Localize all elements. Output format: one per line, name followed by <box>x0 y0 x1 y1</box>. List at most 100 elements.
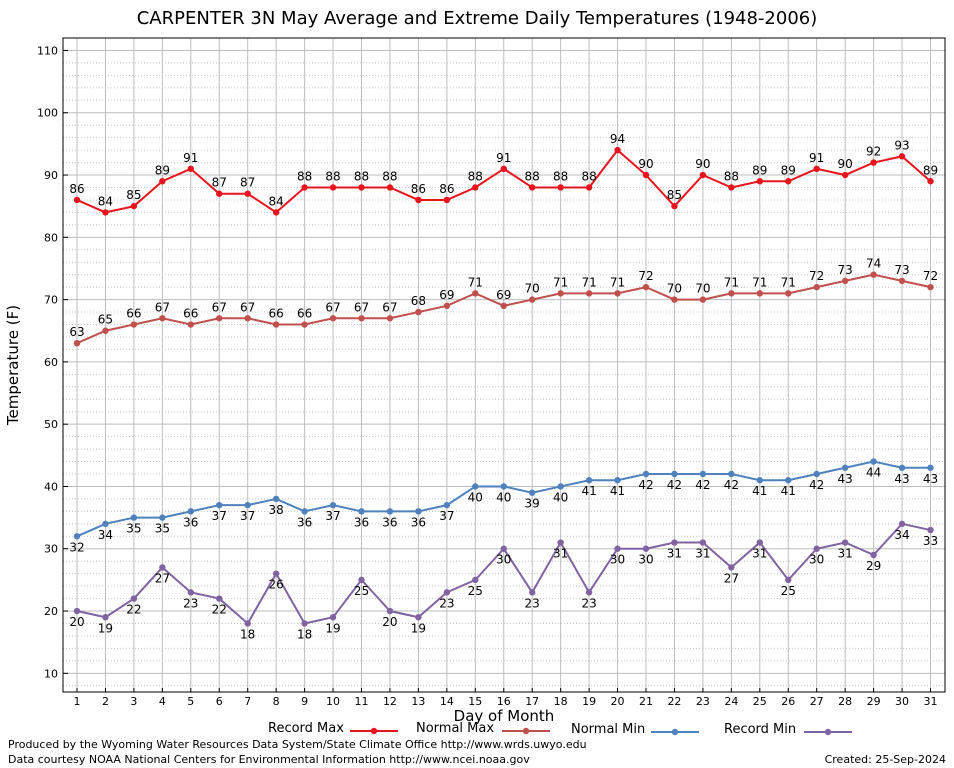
x-tick-label: 27 <box>810 695 824 708</box>
x-tick-label: 19 <box>582 695 596 708</box>
normal-min-point <box>159 514 166 521</box>
normal-min-data-label: 38 <box>269 503 284 517</box>
record-max-point <box>614 146 621 154</box>
record-min-data-label: 31 <box>838 547 853 561</box>
legend-swatch-normal-max <box>502 727 550 735</box>
record-max-data-label: 88 <box>325 169 340 183</box>
normal-min-point <box>841 464 849 471</box>
chart-title: CARPENTER 3N May Average and Extreme Dai… <box>136 8 818 29</box>
y-tick-label: 20 <box>44 605 58 618</box>
normal-min-data-label: 37 <box>212 509 227 523</box>
record-min-data-label: 33 <box>923 534 938 548</box>
record-max-point <box>443 196 451 204</box>
record-min-point <box>130 595 138 602</box>
legend-label-normal-min: Normal Min <box>571 722 646 737</box>
x-tick-label: 29 <box>867 695 881 708</box>
normal-max-point <box>272 321 280 328</box>
record-min-data-label: 19 <box>411 621 426 635</box>
record-max-point <box>557 184 564 191</box>
normal-max-data-label: 66 <box>269 307 284 321</box>
y-tick-label: 50 <box>44 418 58 431</box>
record-max-data-label: 88 <box>553 169 568 183</box>
normal-max-data-label: 71 <box>752 275 767 289</box>
normal-max-data-label: 72 <box>638 269 653 283</box>
normal-max-data-label: 70 <box>667 282 682 296</box>
y-tick-label: 90 <box>44 169 58 182</box>
x-tick-label: 16 <box>497 695 511 708</box>
normal-max-data-label: 74 <box>866 257 881 271</box>
normal-min-point <box>272 495 280 503</box>
record-max-data-label: 88 <box>354 169 369 183</box>
record-max-data-label: 93 <box>894 138 909 152</box>
normal-min-data-label: 42 <box>667 478 682 492</box>
y-tick-label: 30 <box>44 543 58 556</box>
normal-min-point <box>244 501 251 509</box>
record-max-point <box>272 209 280 216</box>
y-axis-label: Temperature (F) <box>4 305 22 426</box>
x-tick-label: 3 <box>130 695 137 708</box>
record-max-point <box>386 184 394 191</box>
record-max-data-label: 87 <box>212 176 227 190</box>
record-max-data-label: 84 <box>269 194 284 208</box>
record-min-point <box>557 539 564 546</box>
normal-max-point <box>386 315 394 322</box>
normal-min-data-label: 36 <box>183 515 198 529</box>
record-max-point <box>358 184 365 191</box>
record-max-data-label: 89 <box>923 163 938 177</box>
normal-min-data-label: 41 <box>752 484 767 498</box>
x-tick-label: 18 <box>554 695 568 708</box>
record-min-point <box>272 570 280 577</box>
record-max-point <box>244 190 251 197</box>
record-max-data-label: 91 <box>809 151 824 165</box>
normal-min-point <box>785 477 792 484</box>
normal-max-data-label: 66 <box>297 307 312 321</box>
footer-created: Created: 25-Sep-2024 <box>824 753 946 766</box>
record-max-data-label: 85 <box>126 188 141 202</box>
record-min-data-label: 31 <box>695 547 710 561</box>
normal-min-point <box>898 464 906 471</box>
record-max-point <box>130 202 138 210</box>
record-min-point <box>187 589 194 596</box>
footer-credit: Produced by the Wyoming Water Resources … <box>8 738 587 751</box>
record-max-data-label: 89 <box>752 163 767 177</box>
normal-max-point <box>785 290 792 297</box>
normal-max-point <box>443 302 451 310</box>
record-min-data-label: 26 <box>269 578 284 592</box>
x-tick-label: 17 <box>525 695 539 708</box>
normal-min-point <box>585 477 593 484</box>
normal-max-data-label: 71 <box>724 275 739 289</box>
y-tick-label: 10 <box>44 667 58 680</box>
record-max-point <box>529 184 536 191</box>
normal-min-point <box>187 508 194 515</box>
record-max-data-label: 88 <box>724 169 739 183</box>
record-max-point <box>187 165 194 172</box>
legend-swatch-normal-min <box>651 728 699 736</box>
normal-max-point <box>358 315 365 322</box>
x-tick-label: 9 <box>301 695 308 708</box>
normal-max-data-label: 69 <box>496 288 511 302</box>
normal-max-point <box>898 277 906 285</box>
record-min-data-label: 30 <box>496 553 511 567</box>
record-min-point <box>301 620 308 627</box>
record-max-data-label: 85 <box>667 188 682 202</box>
normal-max-point <box>557 290 564 297</box>
normal-max-point <box>216 315 223 322</box>
normal-max-point <box>159 315 166 322</box>
record-max-point <box>73 196 81 204</box>
normal-max-data-label: 67 <box>240 300 255 314</box>
record-max-point <box>472 184 479 191</box>
x-tick-label: 23 <box>696 695 710 708</box>
record-min-data-label: 19 <box>98 621 113 635</box>
normal-min-data-label: 40 <box>553 490 568 504</box>
normal-min-point <box>102 520 109 528</box>
record-min-point <box>671 539 678 546</box>
record-max-point <box>585 184 593 191</box>
normal-min-point <box>130 514 138 521</box>
normal-min-data-label: 42 <box>809 478 824 492</box>
normal-max-point <box>870 271 877 278</box>
legend-label-normal-max: Normal Max <box>416 721 495 736</box>
record-max-data-label: 88 <box>525 169 540 183</box>
record-min-point <box>216 595 223 602</box>
normal-max-point <box>671 296 678 303</box>
x-tick-label: 10 <box>326 695 340 708</box>
